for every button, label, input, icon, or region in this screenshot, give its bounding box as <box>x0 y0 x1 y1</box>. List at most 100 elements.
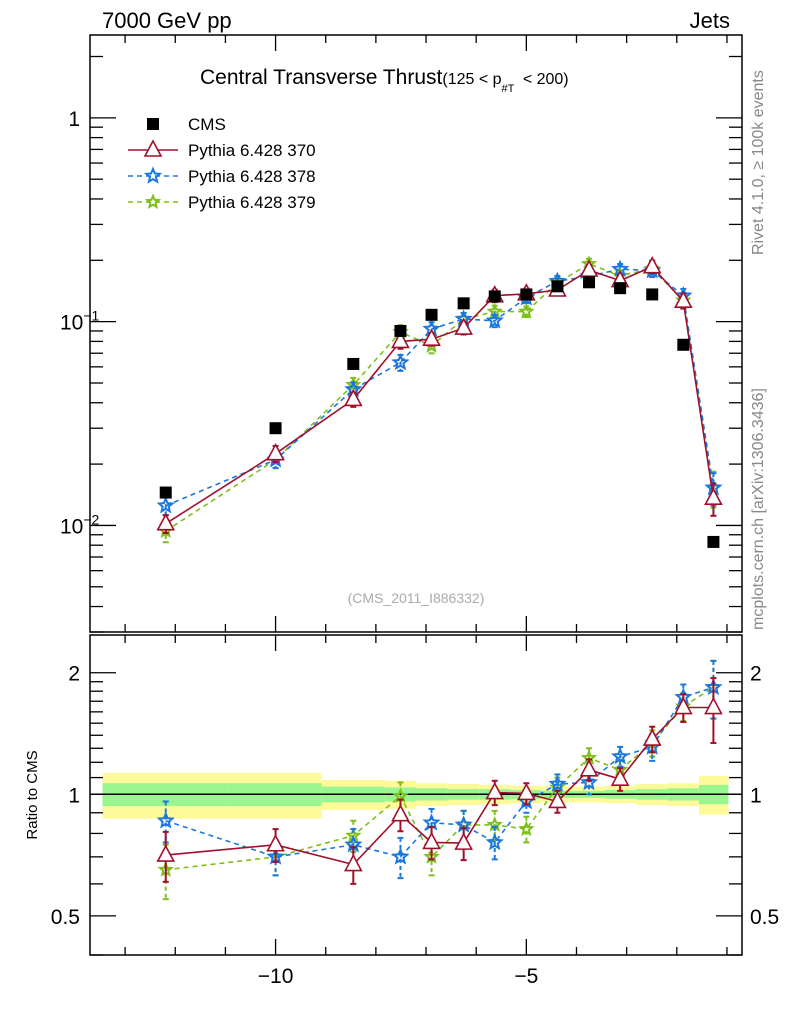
p379-marker <box>518 302 535 319</box>
cms-data-point <box>394 324 407 337</box>
mcplots-label: mcplots.cern.ch [arXiv:1306.3436] <box>750 388 767 630</box>
legend-label: Pythia 6.428 378 <box>188 167 316 186</box>
main-line-p379 <box>165 263 715 532</box>
cms-data-point <box>457 297 470 310</box>
cms-data-point <box>646 288 659 301</box>
main-series-p378 <box>156 259 723 517</box>
p370-marker <box>485 781 505 800</box>
p370-marker <box>391 330 410 349</box>
legend-item-p378: Pythia 6.428 378 <box>128 166 316 186</box>
p370-marker <box>704 487 723 506</box>
p378-marker <box>143 166 163 184</box>
p379-marker <box>518 820 535 837</box>
title-range-end: < 200) <box>518 71 568 88</box>
p379-marker <box>345 376 362 392</box>
p370-marker <box>454 317 473 335</box>
main-series-cms <box>159 276 720 548</box>
chart-layer: −10 −5 1 10−1 10−2 2 2 1 1 0.5 0.5 CMS Pythia 6.428 … <box>51 34 779 988</box>
ratio-line-p378 <box>165 686 714 858</box>
main-line-p378 <box>165 268 715 507</box>
p370-marker <box>343 853 363 872</box>
p378-marker <box>391 352 410 371</box>
p370-marker <box>673 290 693 308</box>
p378-marker <box>579 772 599 791</box>
cms-data-point <box>147 118 159 130</box>
title-main: Central Transverse Thrust <box>200 66 443 89</box>
p370-marker <box>579 759 599 777</box>
legend-label: Pythia 6.428 370 <box>188 141 316 160</box>
ratio-series-p370 <box>156 677 723 885</box>
cms-data-point <box>707 535 720 548</box>
p370-marker <box>156 844 176 862</box>
cms-data-point <box>583 276 596 289</box>
cms-data-point <box>159 486 172 499</box>
chart-title: Central Transverse Thrust(125 < p#T < 20… <box>200 66 569 95</box>
ratio-line-p379 <box>165 686 714 871</box>
p370-marker <box>266 442 285 461</box>
p378-marker <box>485 311 504 329</box>
main-series-p370 <box>156 256 723 535</box>
cms-data-point <box>488 290 501 303</box>
analysis-label: (CMS_2011_I886332) <box>348 590 485 606</box>
cms-data-point <box>269 422 282 435</box>
p378-marker <box>391 847 410 865</box>
main-plot-frame <box>89 34 743 633</box>
p379-marker <box>144 193 162 210</box>
cms-data-point <box>677 338 690 351</box>
main-series-p379 <box>157 255 722 544</box>
ratio-tick-label-left: 2 <box>68 663 80 686</box>
p370-marker <box>156 512 176 531</box>
y-tick-label: 10−1 <box>60 308 100 335</box>
p370-marker <box>422 328 441 347</box>
cms-data-point <box>425 308 438 321</box>
cms-data-point <box>614 282 627 295</box>
ratio-ylabel: Ratio to CMS <box>24 750 41 839</box>
y-tick-label: 1 <box>68 108 80 131</box>
x-tick-label: −5 <box>514 965 538 988</box>
ratio-tick-label-right: 2 <box>750 663 762 686</box>
legend-label: Pythia 6.428 379 <box>188 193 316 212</box>
legend-label: CMS <box>188 115 226 134</box>
legend-item-cms: CMS <box>147 115 226 134</box>
p378-marker <box>611 747 630 765</box>
p370-marker <box>642 256 662 274</box>
p370-marker <box>704 696 723 715</box>
title-range: (125 < p <box>442 71 501 88</box>
p370-marker <box>422 831 441 850</box>
main-line-p370 <box>165 265 715 525</box>
title-subscript: #T <box>502 83 515 95</box>
p370-marker <box>517 782 536 801</box>
ratio-plot-frame <box>89 634 743 956</box>
energy-label: 7000 GeV pp <box>102 8 232 33</box>
ratio-tick-label-left: 0.5 <box>51 906 80 929</box>
p370-marker <box>266 834 285 852</box>
rivet-label: Rivet 4.1.0, ≥ 100k events <box>750 70 767 255</box>
legend: CMS Pythia 6.428 370 Pythia 6.428 378 Pythi… <box>128 115 316 212</box>
p370-marker <box>610 768 630 786</box>
y-tick-label: 10−2 <box>60 511 100 538</box>
p370-marker <box>454 832 473 850</box>
p378-marker <box>156 811 175 829</box>
ratio-series-p378 <box>156 659 723 880</box>
legend-item-p370: Pythia 6.428 370 <box>128 139 316 160</box>
p378-marker <box>485 832 504 851</box>
ratio-tick-label-right: 1 <box>750 784 762 807</box>
p378-marker <box>156 496 175 514</box>
cms-data-point <box>551 280 564 293</box>
p370-marker <box>143 139 163 157</box>
ratio-tick-label-right: 0.5 <box>750 906 779 929</box>
p378-marker <box>422 813 441 831</box>
p370-marker <box>673 696 693 715</box>
cms-data-point <box>520 288 533 301</box>
p370-marker <box>343 388 363 407</box>
p370-marker <box>391 804 410 822</box>
p378-marker <box>548 774 567 792</box>
p370-marker <box>642 728 662 746</box>
x-tick-label: −10 <box>258 965 294 988</box>
legend-item-p379: Pythia 6.428 379 <box>128 193 316 212</box>
ratio-tick-label-left: 1 <box>68 784 80 807</box>
p370-marker <box>579 259 599 277</box>
cms-data-point <box>347 357 360 370</box>
p370-marker <box>548 790 567 809</box>
